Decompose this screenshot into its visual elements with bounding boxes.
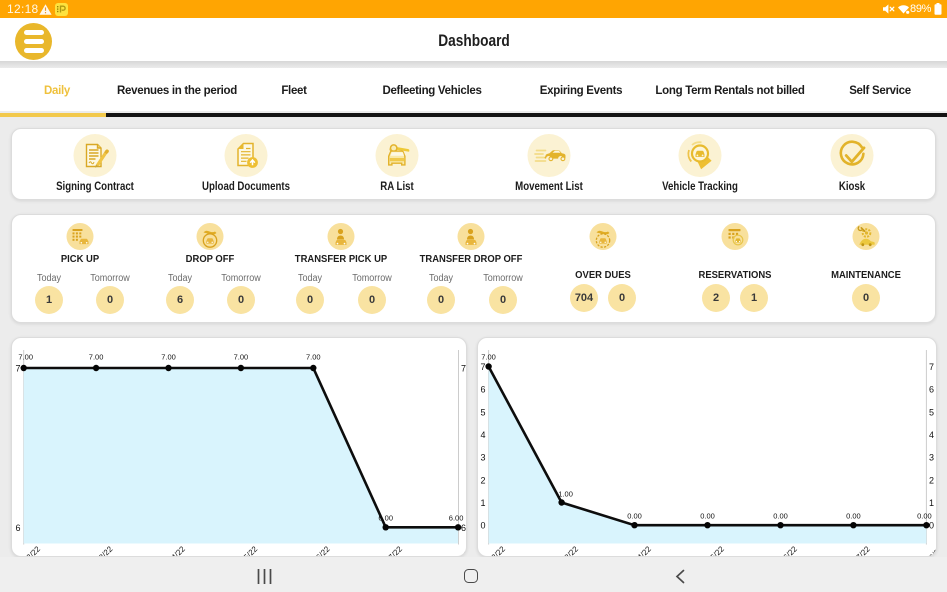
svg-text:3: 3 [929,453,934,463]
svg-text:1: 1 [929,498,934,508]
svg-text:12/6/22: 12/6/22 [306,544,332,556]
svg-text:2: 2 [481,475,486,485]
svg-text:6.00: 6.00 [449,514,464,523]
svg-text:1: 1 [481,498,486,508]
svg-text:7: 7 [929,362,934,372]
svg-text:7.00: 7.00 [481,353,496,362]
svg-text:7.00: 7.00 [18,353,33,362]
svg-text:7.00: 7.00 [234,353,249,362]
svg-text:12/2/22: 12/2/22 [17,544,43,556]
svg-text:7.00: 7.00 [306,353,321,362]
svg-text:7: 7 [461,364,466,374]
svg-text:7: 7 [481,362,486,372]
svg-text:0: 0 [929,521,934,531]
svg-text:6: 6 [481,385,486,395]
svg-text:12/8/22: 12/8/22 [920,544,936,556]
svg-text:7: 7 [16,364,21,374]
svg-text:6: 6 [16,523,21,533]
svg-text:4: 4 [481,430,486,440]
svg-text:12/4/22: 12/4/22 [628,544,654,556]
svg-text:7.00: 7.00 [161,353,176,362]
svg-text:2: 2 [929,475,934,485]
svg-text:12/3/22: 12/3/22 [89,544,115,556]
svg-text:12/3/22: 12/3/22 [555,544,581,556]
svg-text:0.00: 0.00 [846,512,861,521]
svg-text:6.00: 6.00 [378,514,393,523]
svg-text:0.00: 0.00 [773,512,788,521]
svg-text:0: 0 [481,521,486,531]
svg-text:12/5/22: 12/5/22 [234,544,260,556]
svg-text:5: 5 [481,407,486,417]
svg-text:7.00: 7.00 [89,353,104,362]
svg-text:6: 6 [929,385,934,395]
svg-text:12/2/22: 12/2/22 [482,544,508,556]
svg-text:0.00: 0.00 [917,512,932,521]
svg-text:12/4/22: 12/4/22 [162,544,188,556]
svg-text:0.00: 0.00 [700,512,715,521]
svg-text:12/7/22: 12/7/22 [847,544,873,556]
svg-text:5: 5 [929,407,934,417]
svg-text:12/5/22: 12/5/22 [701,544,727,556]
svg-text:6: 6 [461,523,466,533]
svg-text:12/6/22: 12/6/22 [774,544,800,556]
svg-text:0.00: 0.00 [627,512,642,521]
svg-text:12/7/22: 12/7/22 [379,544,405,556]
svg-text:1.00: 1.00 [558,490,573,499]
svg-text:4: 4 [929,430,934,440]
svg-text:12/8/22: 12/8/22 [451,544,466,556]
svg-text:3: 3 [481,453,486,463]
